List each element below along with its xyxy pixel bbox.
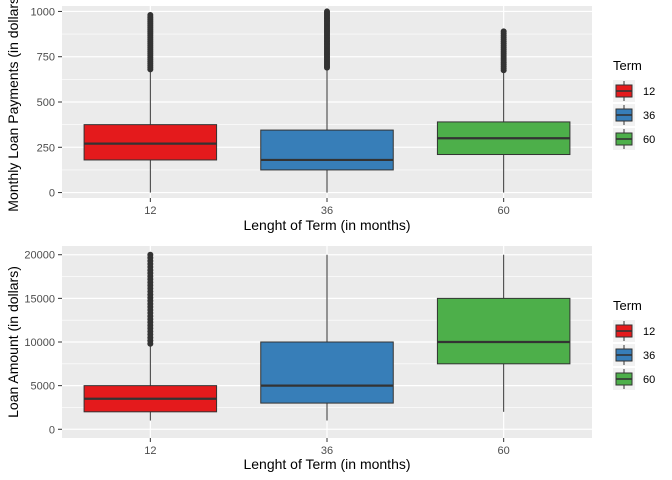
legend-item-36: 36 [613,344,655,366]
box-36 [260,254,394,421]
y-tick-label: 250 [37,142,55,154]
y-tick-label: 10000 [24,337,55,349]
legend-label: 36 [643,350,655,362]
box-rect [436,297,571,365]
box-60 [436,254,571,412]
y-tick-label: 1000 [31,6,55,18]
y-tick-label: 15000 [24,293,55,305]
outlier-point [500,28,507,35]
outlier-point [147,12,154,19]
y-tick-label: 20000 [24,250,55,262]
box-rect [260,341,394,404]
x-tick-label: 12 [144,445,156,457]
x-tick-label: 36 [321,445,333,457]
y-tick-label: 750 [37,52,55,64]
legend-label: 12 [643,326,655,338]
outlier-point [147,251,154,258]
panel-2: 0 5000 10000 15000 20000 12 36 60 Lenght of Term… [5,246,655,472]
legend: Term 12 36 60 [613,298,655,390]
x-tick-label: 12 [144,205,156,217]
legend-label: 36 [643,110,655,122]
legend: Term 12 36 60 [613,58,655,150]
outlier-point [324,8,330,15]
box-rect [83,124,218,161]
legend-label: 60 [643,374,655,386]
box-rect [260,129,394,171]
legend-item-12: 12 [613,320,655,342]
box-12 [83,12,218,193]
y-axis-title: Monthly Loan Payments (in dollars) [5,0,21,212]
legend-item-60: 60 [613,128,655,150]
legend-item-12: 12 [613,80,655,102]
legend-item-60: 60 [613,368,655,390]
x-tick-label: 60 [498,445,510,457]
panel-1: 0 250 500 750 1000 12 36 60 Lenght of Term (in m… [5,0,655,233]
legend-label: 60 [643,134,655,146]
legend-title: Term [613,58,642,73]
y-tick-label: 500 [37,97,55,109]
box-36 [260,8,394,193]
x-axis-title: Lenght of Term (in months) [243,217,410,233]
y-tick-label: 0 [49,424,55,436]
legend-item-36: 36 [613,104,655,126]
y-tick-label: 5000 [31,381,55,393]
box-60 [436,28,571,193]
y-tick-label: 0 [49,188,55,200]
legend-label: 12 [643,86,655,98]
x-tick-label: 36 [321,205,333,217]
legend-title: Term [613,298,642,313]
x-axis-title: Lenght of Term (in months) [243,456,410,472]
box-12 [83,251,218,421]
y-axis-title: Loan Amount (in dollars) [5,266,21,418]
x-tick-label: 60 [498,205,510,217]
